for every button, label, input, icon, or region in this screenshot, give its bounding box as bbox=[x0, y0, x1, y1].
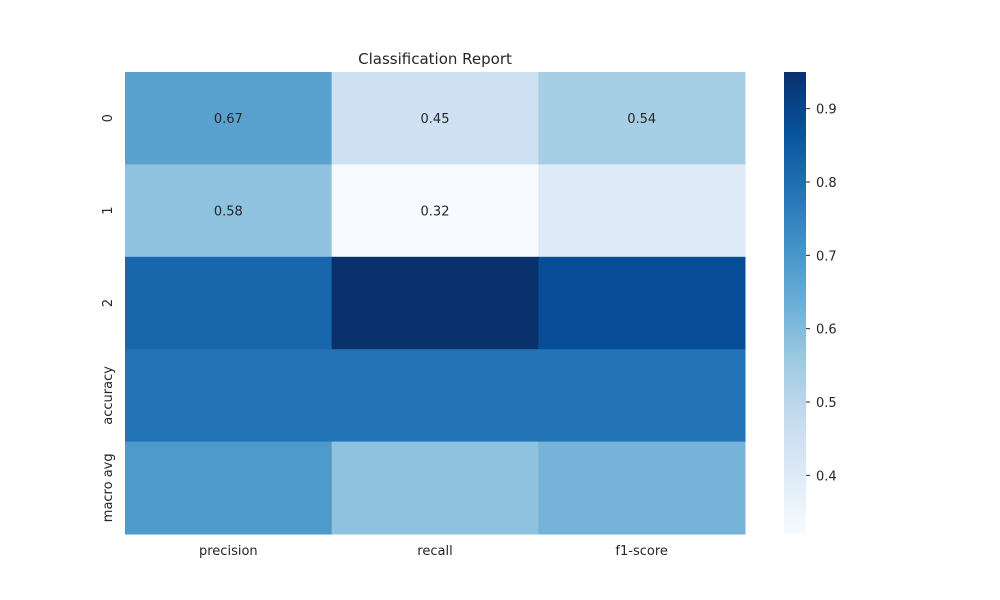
heatmap-cell bbox=[125, 349, 333, 443]
heatmap-cell bbox=[331, 256, 539, 350]
heatmap-cell bbox=[331, 441, 539, 535]
heatmap-cell bbox=[125, 164, 333, 258]
heatmap-cell bbox=[538, 441, 746, 535]
colorbar-tick-label: 0.9 bbox=[816, 103, 837, 118]
y-tick-label: accuracy bbox=[101, 366, 116, 425]
y-axis-ticks: 0 1 2 accuracy macro avg bbox=[101, 114, 116, 522]
heatmap-cell bbox=[331, 164, 539, 258]
heatmap-cell bbox=[125, 256, 333, 350]
heatmap-cell bbox=[125, 72, 333, 165]
colorbar-tick-label: 0.5 bbox=[816, 396, 837, 411]
y-tick-label: 0 bbox=[101, 114, 116, 122]
heatmap-cell bbox=[125, 441, 333, 535]
colorbar-tick-label: 0.7 bbox=[816, 249, 837, 264]
colorbar-tick-label: 0.8 bbox=[816, 176, 837, 191]
heatmap-cell bbox=[538, 256, 746, 350]
x-tick-label: recall bbox=[417, 544, 452, 559]
colorbar-tick-label: 0.4 bbox=[816, 469, 837, 484]
colorbar-gradient bbox=[784, 72, 806, 534]
heatmap-cell bbox=[538, 72, 746, 165]
y-tick-label: 1 bbox=[101, 206, 116, 214]
cell-value-label: 0.32 bbox=[421, 205, 450, 220]
heatmap-cell bbox=[331, 72, 539, 165]
colorbar-ticks: 0.4 0.5 0.6 0.7 0.8 0.9 bbox=[806, 103, 837, 484]
x-tick-label: precision bbox=[199, 544, 258, 559]
chart-title: Classification Report bbox=[358, 50, 512, 68]
cell-value-label: 0.45 bbox=[421, 112, 450, 127]
heatmap-cell bbox=[538, 349, 746, 443]
y-tick-label: macro avg bbox=[101, 453, 116, 522]
colorbar: 0.4 0.5 0.6 0.7 0.8 0.9 bbox=[784, 72, 837, 534]
heatmap-cell bbox=[538, 164, 746, 258]
x-tick-label: f1-score bbox=[615, 544, 667, 559]
cell-value-label: 0.54 bbox=[627, 112, 656, 127]
heatmap-cell bbox=[331, 349, 539, 443]
heatmap-cells: 0.67 0.45 0.54 0.58 0.32 bbox=[125, 72, 746, 535]
y-tick-label: 2 bbox=[101, 299, 116, 307]
cell-value-label: 0.67 bbox=[214, 112, 243, 127]
x-axis-ticks: precision recall f1-score bbox=[199, 544, 668, 559]
cell-value-label: 0.58 bbox=[214, 205, 243, 220]
colorbar-tick-label: 0.6 bbox=[816, 323, 837, 338]
